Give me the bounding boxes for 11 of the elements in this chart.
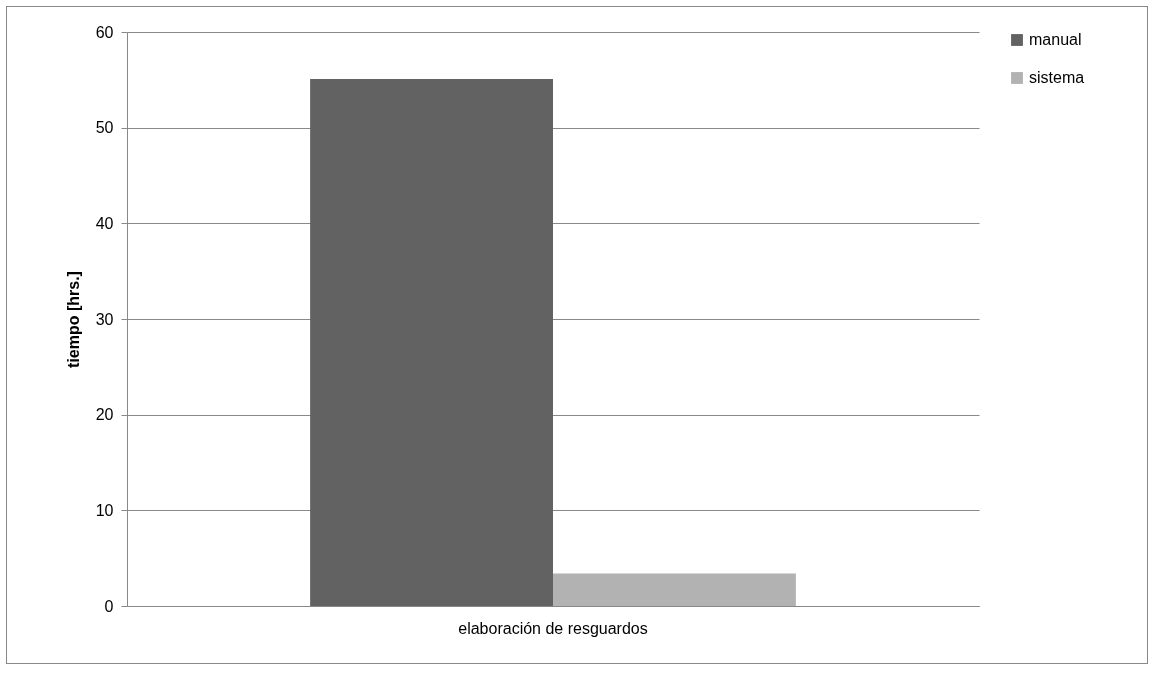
y-tick-label: 60 [95, 23, 114, 41]
y-tick-label: 40 [95, 214, 114, 232]
y-axis-title: tiempo [hrs.] [64, 271, 82, 368]
y-tick-label: 10 [95, 501, 114, 519]
y-tick-label: 50 [95, 119, 114, 137]
y-tick-label: 20 [95, 406, 114, 424]
y-tick-label: 30 [95, 310, 114, 328]
legend-label: sistema [1029, 69, 1085, 86]
legend-label: manual [1029, 31, 1082, 48]
y-tick-label: 0 [104, 597, 114, 615]
x-tick-label: elaboración de resguardos [458, 619, 648, 637]
